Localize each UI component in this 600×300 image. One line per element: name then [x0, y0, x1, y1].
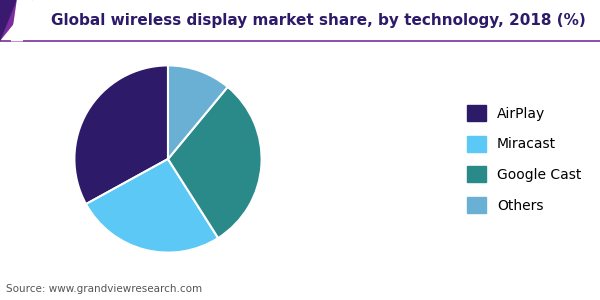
Wedge shape: [86, 159, 218, 253]
Wedge shape: [74, 65, 168, 204]
Text: Source: www.grandviewresearch.com: Source: www.grandviewresearch.com: [6, 284, 202, 294]
Wedge shape: [168, 87, 262, 238]
Wedge shape: [168, 65, 227, 159]
Text: Global wireless display market share, by technology, 2018 (%): Global wireless display market share, by…: [50, 14, 586, 28]
Legend: AirPlay, Miracast, Google Cast, Others: AirPlay, Miracast, Google Cast, Others: [461, 100, 587, 218]
